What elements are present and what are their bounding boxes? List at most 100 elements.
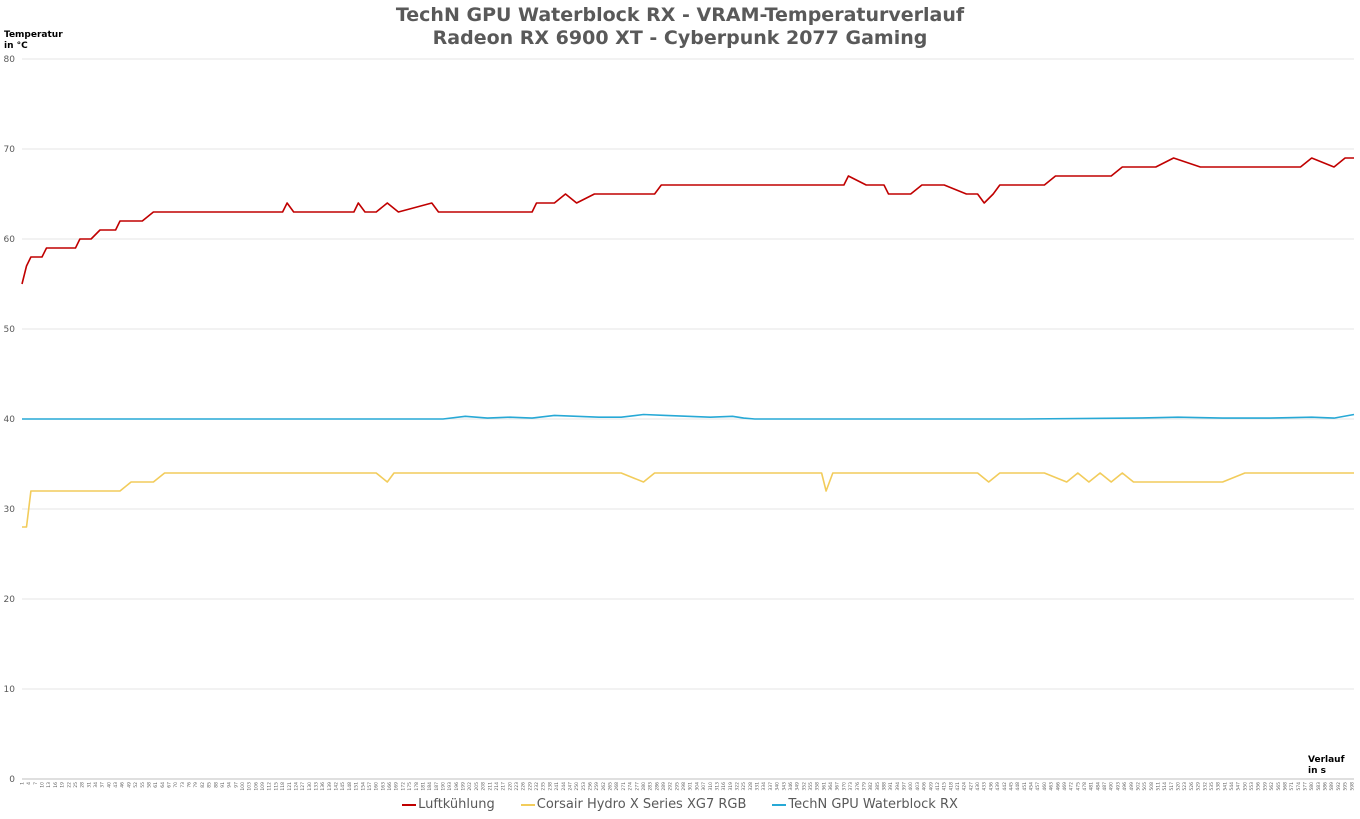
x-tick-label: 25: [73, 782, 79, 788]
y-axis-label-line1: Temperatur: [4, 30, 63, 40]
x-tick-label: 394: [895, 782, 901, 791]
x-tick-label: 199: [461, 782, 467, 791]
x-tick-label: 451: [1022, 782, 1028, 791]
x-tick-label: 121: [287, 782, 293, 791]
x-tick-label: 262: [601, 782, 607, 791]
x-tick-label: 418: [948, 782, 954, 791]
x-tick-label: 130: [307, 782, 313, 791]
x-tick-label: 307: [701, 782, 707, 791]
y-tick-label: 40: [4, 415, 16, 425]
x-tick-label: 439: [995, 782, 1001, 791]
x-tick-label: 37: [100, 782, 106, 788]
y-axis-label-line2: in °C: [4, 41, 28, 51]
x-tick-label: 4: [26, 782, 32, 785]
y-tick-label: 10: [4, 685, 16, 695]
x-tick-label: 283: [648, 782, 654, 791]
x-tick-label: 85: [207, 782, 213, 788]
x-tick-label: 154: [360, 782, 366, 791]
x-tick-label: 502: [1135, 782, 1141, 791]
x-tick-label: 55: [140, 782, 146, 788]
x-tick-label: 256: [587, 782, 593, 791]
x-tick-label: 406: [922, 782, 928, 791]
x-tick-label: 73: [180, 782, 186, 788]
x-tick-label: 568: [1282, 782, 1288, 791]
x-axis-label: Verlauf in s: [1308, 755, 1345, 777]
x-tick-label: 565: [1276, 782, 1282, 791]
y-tick-label: 60: [4, 235, 16, 245]
x-tick-label: 577: [1302, 782, 1308, 791]
x-tick-label: 124: [293, 782, 299, 791]
x-tick-label: 421: [955, 782, 961, 791]
x-tick-label: 10: [40, 782, 46, 788]
x-tick-label: 175: [407, 782, 413, 791]
x-tick-label: 580: [1309, 782, 1315, 791]
x-tick-label: 559: [1262, 782, 1268, 791]
x-tick-label: 217: [501, 782, 507, 791]
x-tick-label: 505: [1142, 782, 1148, 791]
x-tick-label: 118: [280, 782, 286, 791]
x-tick-label: 13: [46, 782, 52, 788]
x-tick-label: 58: [146, 782, 152, 788]
x-tick-label: 319: [728, 782, 734, 791]
x-tick-label: 466: [1055, 782, 1061, 791]
x-tick-label: 271: [621, 782, 627, 791]
x-tick-label: 145: [340, 782, 346, 791]
x-tick-label: 82: [200, 782, 206, 788]
x-tick-label: 496: [1122, 782, 1128, 791]
x-tick-label: 19: [60, 782, 66, 788]
x-tick-label: 172: [400, 782, 406, 791]
x-tick-label: 538: [1216, 782, 1222, 791]
x-tick-label: 244: [561, 782, 567, 791]
x-tick-label: 136: [320, 782, 326, 791]
x-tick-label: 472: [1069, 782, 1075, 791]
x-tick-label: 523: [1182, 782, 1188, 791]
x-tick-label: 220: [507, 782, 513, 791]
x-tick-label: 265: [608, 782, 614, 791]
x-tick-label: 529: [1196, 782, 1202, 791]
x-tick-label: 157: [367, 782, 373, 791]
x-tick-label: 490: [1109, 782, 1115, 791]
x-tick-label: 226: [521, 782, 527, 791]
x-tick-label: 448: [1015, 782, 1021, 791]
legend: Luftkühlung Corsair Hydro X Series XG7 R…: [0, 797, 1360, 812]
x-tick-label: 517: [1169, 782, 1175, 791]
x-tick-label: 487: [1102, 782, 1108, 791]
x-tick-label: 277: [634, 782, 640, 791]
x-tick-label: 190: [440, 782, 446, 791]
legend-item-luftkuehlung[interactable]: Luftkühlung: [402, 797, 495, 812]
x-tick-label: 535: [1209, 782, 1215, 791]
series-line-2: [22, 413, 1355, 420]
x-tick-label: 103: [247, 782, 253, 791]
x-tick-label: 292: [668, 782, 674, 791]
legend-label-techn: TechN GPU Waterblock RX: [788, 797, 958, 812]
legend-item-corsair[interactable]: Corsair Hydro X Series XG7 RGB: [520, 797, 746, 812]
y-tick-label: 80: [4, 55, 16, 65]
legend-label-luftkuehlung: Luftkühlung: [418, 797, 495, 812]
x-tick-label: 532: [1202, 782, 1208, 791]
x-tick-label: 358: [815, 782, 821, 791]
x-tick-label: 169: [394, 782, 400, 791]
x-tick-label: 79: [193, 782, 199, 788]
x-tick-label: 88: [213, 782, 219, 788]
x-tick-label: 127: [300, 782, 306, 791]
legend-item-techn[interactable]: TechN GPU Waterblock RX: [772, 797, 958, 812]
x-tick-label: 133: [314, 782, 320, 791]
x-tick-label: 115: [273, 782, 279, 791]
x-tick-label: 340: [775, 782, 781, 791]
x-tick-label: 70: [173, 782, 179, 788]
x-tick-label: 313: [714, 782, 720, 791]
x-tick-label: 520: [1176, 782, 1182, 791]
x-tick-label: 238: [547, 782, 553, 791]
x-tick-label: 499: [1129, 782, 1135, 791]
x-tick-label: 550: [1242, 782, 1248, 791]
x-tick-label: 298: [681, 782, 687, 791]
x-tick-label: 178: [414, 782, 420, 791]
chart-title: TechN GPU Waterblock RX - VRAM-Temperatu…: [395, 4, 965, 26]
x-tick-label: 424: [962, 782, 968, 791]
x-tick-label: 289: [661, 782, 667, 791]
x-tick-label: 343: [781, 782, 787, 791]
x-tick-label: 553: [1249, 782, 1255, 791]
x-tick-label: 208: [481, 782, 487, 791]
y-axis-label: Temperatur in °C: [4, 30, 63, 52]
